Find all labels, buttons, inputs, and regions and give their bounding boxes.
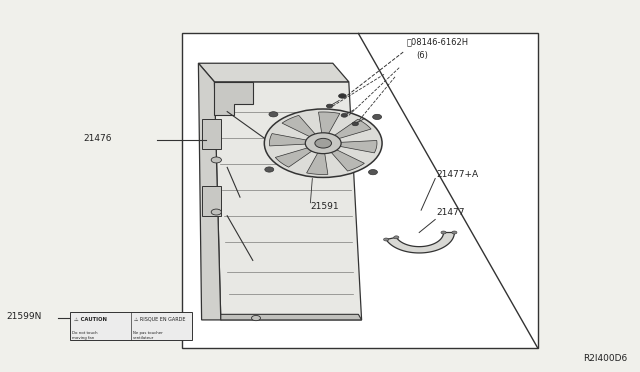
Text: 21477: 21477 — [436, 208, 465, 217]
Circle shape — [339, 94, 346, 98]
Polygon shape — [198, 63, 349, 82]
Polygon shape — [282, 115, 317, 138]
Text: 21477+A: 21477+A — [436, 170, 479, 179]
Polygon shape — [275, 147, 314, 167]
Circle shape — [372, 114, 381, 119]
Circle shape — [394, 236, 399, 239]
Polygon shape — [198, 63, 221, 320]
Circle shape — [211, 209, 221, 215]
Circle shape — [369, 170, 378, 175]
Circle shape — [441, 231, 446, 234]
Text: ⚠ RISQUE EN GARDE: ⚠ RISQUE EN GARDE — [134, 317, 186, 322]
Text: Ne pas toucher
ventilateur: Ne pas toucher ventilateur — [133, 331, 163, 340]
Text: R2I400D6: R2I400D6 — [583, 354, 627, 363]
Text: 21476: 21476 — [83, 134, 112, 143]
Polygon shape — [337, 141, 377, 153]
Text: (6): (6) — [416, 51, 428, 60]
Polygon shape — [319, 112, 340, 135]
Circle shape — [452, 231, 457, 234]
Circle shape — [315, 138, 332, 148]
Polygon shape — [214, 82, 362, 320]
FancyBboxPatch shape — [70, 312, 192, 340]
Circle shape — [252, 315, 260, 321]
Text: 21591: 21591 — [310, 202, 339, 211]
Circle shape — [269, 112, 278, 117]
Circle shape — [305, 133, 341, 154]
Circle shape — [352, 122, 358, 126]
Polygon shape — [182, 33, 538, 348]
Polygon shape — [386, 232, 454, 253]
Text: 21599N: 21599N — [6, 312, 42, 321]
Text: Ⓑ08146-6162H: Ⓑ08146-6162H — [406, 38, 468, 46]
Polygon shape — [332, 119, 371, 140]
Circle shape — [383, 238, 388, 241]
Circle shape — [341, 113, 348, 117]
Circle shape — [211, 157, 221, 163]
Polygon shape — [202, 119, 221, 149]
Circle shape — [265, 167, 274, 172]
Polygon shape — [221, 314, 362, 320]
Polygon shape — [269, 134, 310, 146]
Polygon shape — [307, 151, 328, 174]
Polygon shape — [330, 148, 364, 171]
Circle shape — [264, 109, 382, 177]
Circle shape — [326, 104, 333, 108]
Text: ⚠ CAUTION: ⚠ CAUTION — [74, 317, 107, 322]
Polygon shape — [202, 186, 221, 216]
Text: Do not touch
moving fan: Do not touch moving fan — [72, 331, 98, 340]
Polygon shape — [214, 82, 253, 115]
